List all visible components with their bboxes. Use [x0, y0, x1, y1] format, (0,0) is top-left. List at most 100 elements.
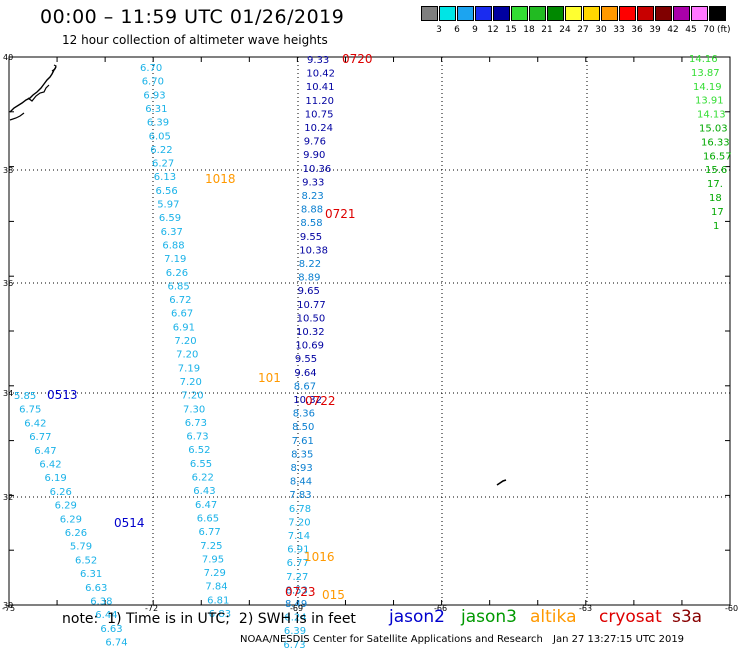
legend-swatch — [655, 6, 672, 21]
swh-value: 8.50 — [292, 422, 314, 433]
legend-swatch — [565, 6, 582, 21]
swh-value: 6.73 — [186, 432, 208, 443]
swh-value: 15.6 — [705, 165, 727, 176]
generation-timestamp: Jan 27 13:27:15 UTC 2019 — [553, 634, 685, 645]
legend-swatch — [691, 6, 708, 21]
swh-value: 8.89 — [298, 273, 320, 284]
swh-value: 7.29 — [204, 568, 226, 579]
pass-time-label: 0513 — [47, 388, 78, 402]
legend-level-label: 18 — [523, 25, 535, 35]
swh-value: 6.56 — [156, 186, 178, 197]
swh-value: 6.75 — [19, 405, 41, 416]
satellite-name-s3a: s3a — [672, 607, 703, 627]
swh-value: 10.32 — [293, 395, 322, 406]
legend-level-label: 27 — [577, 25, 589, 35]
legend-level-label: 21 — [541, 25, 553, 35]
swh-value: 9.33 — [307, 55, 329, 66]
satellite-name-jason3: jason3 — [461, 607, 517, 627]
swh-value: 7.14 — [288, 531, 310, 542]
swh-value: 7.84 — [205, 582, 227, 593]
legend-swatch — [673, 6, 690, 21]
swh-value: 8.36 — [293, 409, 315, 420]
swh-value: 6.77 — [199, 527, 221, 538]
legend-swatch — [457, 6, 474, 21]
swh-value: 7.20 — [181, 391, 203, 402]
swh-value: 10.75 — [305, 109, 334, 120]
pass-time-label: 0721 — [325, 207, 356, 221]
swh-value: 6.72 — [169, 295, 191, 306]
satellite-name-jason2: jason2 — [389, 607, 445, 627]
swh-value: 6.05 — [149, 131, 171, 142]
graticule — [9, 57, 730, 605]
swh-value: 6.65 — [197, 514, 219, 525]
legend-swatch — [709, 6, 726, 21]
swh-value: 6.31 — [80, 569, 102, 580]
swh-value: 6.31 — [145, 104, 167, 115]
legend-level-label: 42 — [667, 25, 679, 35]
lat-label: 30 — [3, 601, 13, 610]
legend-level-label: 30 — [595, 25, 607, 35]
map-subtitle: 12 hour collection of altimeter wave hei… — [62, 33, 328, 47]
swh-value: 10.42 — [306, 69, 335, 80]
swh-value: 10.41 — [306, 82, 335, 93]
swh-value: 7.20 — [174, 336, 196, 347]
swh-value: 8.49 — [285, 599, 307, 610]
swh-value: 6.83 — [209, 609, 231, 620]
swh-value: 6.29 — [60, 514, 82, 525]
swh-value: 16.57 — [703, 151, 732, 162]
swh-value: 5.79 — [70, 542, 92, 553]
swh-value: 7.83 — [289, 490, 311, 501]
swh-value: 8.35 — [291, 449, 313, 460]
swh-value: 7.27 — [286, 572, 308, 583]
bermuda-island — [496, 479, 507, 486]
swh-value: 16.33 — [701, 137, 730, 148]
swh-value: 7.20 — [180, 377, 202, 388]
swh-value: 6.42 — [39, 460, 61, 471]
legend-swatch — [547, 6, 564, 21]
lat-label: 32 — [3, 493, 13, 502]
legend-unit: (ft) — [717, 25, 731, 35]
swh-value: 8.93 — [291, 463, 313, 474]
swh-value: 6.22 — [150, 145, 172, 156]
pass-time-label: 1018 — [205, 172, 236, 186]
legend-level-label: 36 — [631, 25, 643, 35]
swh-value: 6.42 — [24, 418, 46, 429]
satellite-name-cryosat: cryosat — [599, 607, 662, 627]
swh-value: 7.25 — [200, 541, 222, 552]
swh-value: 8.53 — [286, 585, 308, 596]
swh-value: 10.24 — [304, 123, 333, 134]
swh-value: 9.33 — [302, 177, 324, 188]
swh-value: 6.24 — [284, 613, 306, 624]
swh-value: 6.85 — [168, 281, 190, 292]
swh-value: 6.37 — [161, 227, 183, 238]
pass-time-label: 0720 — [342, 52, 373, 66]
swh-value: 6.91 — [173, 322, 195, 333]
legend-level-label: 15 — [505, 25, 517, 35]
swh-value: 6.63 — [85, 583, 107, 594]
swh-value: 6.43 — [193, 486, 215, 497]
legend-level-label: 33 — [613, 25, 625, 35]
swh-value: 6.91 — [287, 545, 309, 556]
swh-value: 10.38 — [299, 245, 328, 256]
swh-value: 6.88 — [162, 241, 184, 252]
legend-swatch — [619, 6, 636, 21]
swh-value: 14.19 — [693, 82, 722, 93]
swh-value: 6.22 — [192, 473, 214, 484]
legend-level-label: 70 — [703, 25, 715, 35]
swh-value: 6.52 — [188, 445, 210, 456]
swh-value: 7.19 — [178, 363, 200, 374]
swh-value: 8.44 — [290, 477, 312, 488]
swh-value: 6.81 — [207, 595, 229, 606]
swh-value: 6.19 — [45, 473, 67, 484]
swh-value: 6.26 — [50, 487, 72, 498]
legend-swatch — [439, 6, 456, 21]
swh-value: 7.95 — [202, 554, 224, 565]
swh-labels: 6.70 6.70 6.93 6.31 6.39 6.05 6.22 6.27 6.13 6.56… — [14, 54, 732, 650]
legend-swatch — [637, 6, 654, 21]
swh-value: 10.36 — [303, 164, 332, 175]
swh-value: 18 — [709, 193, 722, 204]
swh-value: 6.47 — [195, 500, 217, 511]
swh-value: 6.29 — [55, 501, 77, 512]
pass-time-labels: 0720 1018 0721 101 0513 0722 0514 1016 0723 015 — [47, 52, 373, 602]
lat-label: 38 — [3, 166, 13, 175]
